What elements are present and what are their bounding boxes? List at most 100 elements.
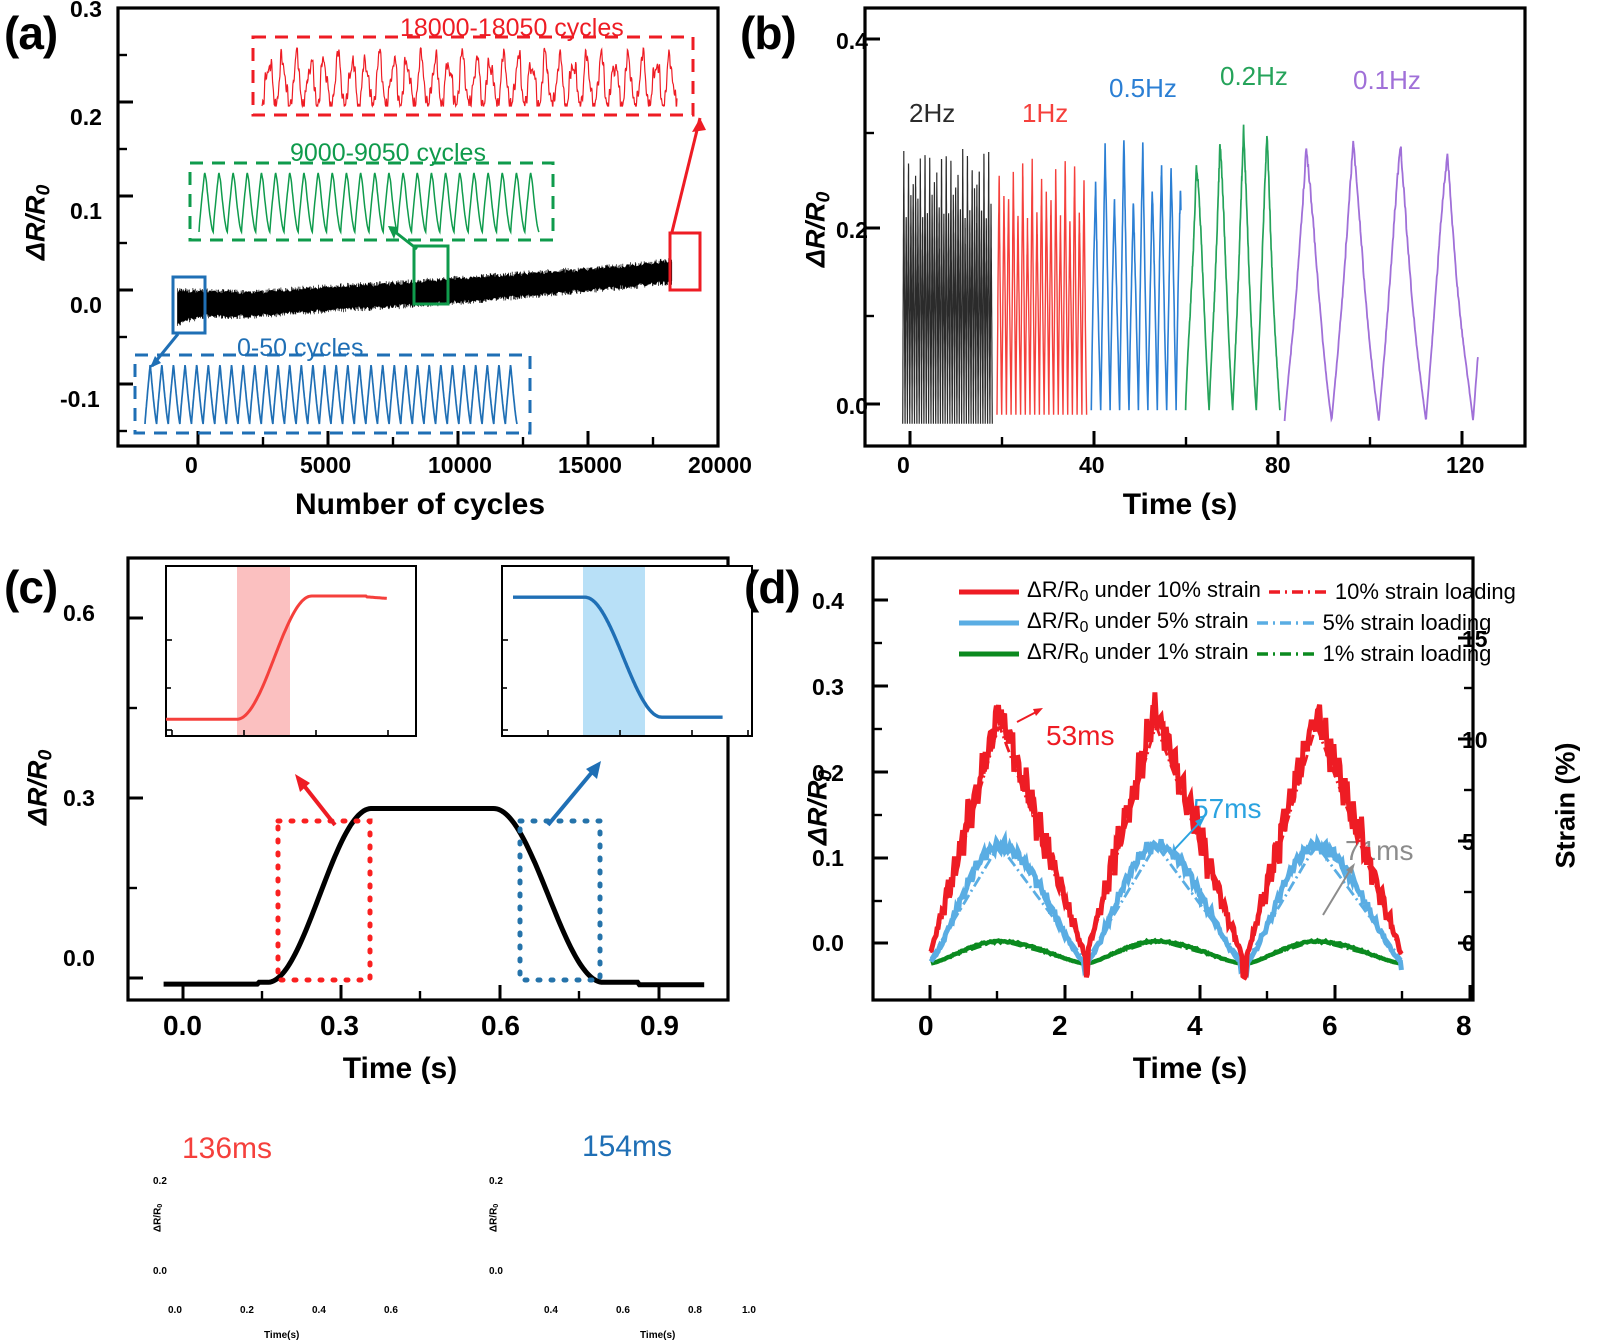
panel-b-ytick-1: 0.2: [836, 217, 868, 243]
panel-b-xtick-1: 40: [1079, 452, 1105, 478]
legend-dash-swatch-blue: [1256, 620, 1315, 625]
panel-c-inset-right-xlabel: Time(s): [640, 1330, 676, 1341]
panel-d-ytick-2: 0.2: [812, 760, 844, 786]
panel-c-ytick-0: 0.0: [63, 945, 95, 971]
legend-1-rest: under 5% strain: [1088, 608, 1249, 634]
legend-solid-swatch-red: [959, 589, 1019, 594]
panel-a-ytick-4: 0.3: [70, 0, 102, 22]
panel-b-freq-label-4: 0.1Hz: [1353, 65, 1421, 95]
panel-c-tag: (c): [4, 561, 58, 613]
panel-d-trace-1pct: [930, 937, 1403, 972]
legend-1-solid: ΔR/R: [1027, 608, 1080, 634]
panel-c-dotted-box-blue: [517, 818, 603, 983]
panel-d-legend-row-1: ΔR/R0 under 5% strain 5% strain loading: [957, 607, 1516, 638]
legend-2-solid: ΔR/R: [1027, 639, 1080, 665]
panel-a-inset-box-blue: [133, 353, 532, 435]
panel-b-ytick-2: 0.4: [836, 28, 868, 54]
panel-d-annotation-0: 53ms: [1046, 720, 1115, 751]
panel-a-xtick-1: 5000: [300, 452, 352, 478]
legend-0-sub: 0: [1079, 587, 1089, 605]
panel-d-trace-5pct: [928, 829, 1404, 979]
panel-d-xlabel: Time (s): [1132, 1052, 1248, 1085]
panel-c-inset-left-xlabel: Time(s): [264, 1330, 300, 1341]
panel-a-xtick-2: 10000: [428, 452, 492, 478]
panel-c-inset-right-ylabel-sub: 0: [491, 1203, 501, 1208]
panel-b-xlabel: Time (s): [1122, 488, 1238, 521]
panel-c-arrow-red: [295, 774, 337, 827]
panel-b-xtick-3: 120: [1446, 452, 1485, 478]
panel-a: (a) ΔR/R0 -0.1 0.0 0.1 0.2 0.3 0 5000 10…: [0, 0, 760, 540]
panel-d: (d) ΔR/R0 Strain (%) 0.0 0.1 0.2 0.3 0.4…: [740, 540, 1600, 1103]
panel-a-xtick-0: 0: [185, 452, 198, 478]
panel-c-inset-left-xtick-2: 0.4: [312, 1305, 326, 1316]
legend-1-sub: 0: [1079, 618, 1089, 636]
panel-a-inset-wave-blue: [144, 364, 518, 425]
panel-a-arrow-blue: [150, 333, 180, 368]
panel-d-ytick-3: 0.3: [812, 674, 844, 700]
panel-c-inset-right-xtick-2: 0.8: [688, 1305, 702, 1316]
panel-c-inset-right-label: 154ms: [582, 1130, 673, 1163]
panel-d-legend-solid-label-2: ΔR/R0 under 1% strain: [1027, 639, 1249, 668]
panel-c-dotted-box-red: [275, 818, 373, 983]
panel-d-loading-10pct: [929, 723, 1403, 969]
panel-d-legend-solid-label-1: ΔR/R0 under 5% strain: [1027, 608, 1249, 637]
panel-c-inset-left-ylabel: ΔR/R0: [152, 1204, 164, 1232]
panel-c-inset-left: [165, 565, 417, 737]
panel-c-inset-right: [501, 565, 753, 737]
legend-dash-swatch-red: [1268, 589, 1327, 594]
panel-a-tag: (a): [4, 7, 58, 59]
panel-a-ytick-0: -0.1: [60, 386, 100, 412]
panel-c-inset-right-ytick-0: 0.0: [489, 1266, 503, 1277]
panel-a-ytick-3: 0.2: [70, 104, 102, 130]
panel-a-inset-wave-green: [198, 172, 540, 235]
panel-b-tag: (b): [740, 7, 797, 59]
panel-c-inset-left-ylabel-sub: 0: [155, 1203, 165, 1208]
legend-0-rest: under 10% strain: [1088, 577, 1261, 603]
panel-d-legend-row-2: ΔR/R0 under 1% strain 1% strain loading: [957, 638, 1516, 669]
panel-a-xtick-3: 15000: [558, 452, 622, 478]
panel-a-arrow-green: [388, 226, 418, 251]
panel-b-freq-label-2: 0.5Hz: [1109, 73, 1177, 103]
panel-b-freq-label-3: 0.2Hz: [1220, 61, 1288, 91]
panel-d-arrow-53ms: [1016, 708, 1043, 723]
panel-c-inset-right-ylabel-text: ΔR/R: [488, 1207, 500, 1233]
legend-dash-swatch-green: [1256, 651, 1315, 656]
panel-c-xtick-0: 0.0: [163, 1010, 202, 1041]
panel-d-ytick-4: 0.4: [812, 588, 844, 614]
panel-c-plot: [126, 556, 753, 1002]
panel-d-yticks-right: [1458, 636, 1473, 945]
panel-c-xtick-3: 0.9: [640, 1010, 679, 1041]
panel-b-freq-label-0: 2Hz: [909, 98, 956, 128]
panel-a-inset-wave-red: [261, 47, 678, 109]
panel-b-trace-01hz: [1283, 140, 1479, 423]
panel-b-trace-02hz: [1184, 124, 1281, 411]
panel-c-inset-left-xtick-0: 0.0: [168, 1305, 182, 1316]
panel-b-plot: [863, 6, 1527, 448]
panel-c-ytick-2: 0.6: [63, 600, 95, 626]
panel-c-inset-left-ylabel-text: ΔR/R: [152, 1207, 164, 1233]
panel-d-yticks: [873, 598, 888, 945]
panel-d-xtick-4: 8: [1456, 1010, 1472, 1041]
panel-c-inset-right-ytick-1: 0.2: [489, 1176, 503, 1187]
panel-c-inset-left-xtick-3: 0.6: [384, 1305, 398, 1316]
panel-b-ytick-0: 0.0: [836, 393, 868, 419]
panel-d-xticks: [928, 985, 1472, 1000]
panel-d-arrow-57ms: [1173, 817, 1205, 851]
panel-a-arrow-red: [670, 117, 706, 233]
panel-d-xtick-3: 6: [1322, 1010, 1338, 1041]
panel-a-inset-box-green: [188, 161, 555, 242]
legend-2-rest: under 1% strain: [1088, 639, 1249, 665]
legend-0-solid: ΔR/R: [1027, 577, 1080, 603]
panel-b-xticks: [908, 431, 1464, 446]
panel-d-legend-dash-label-1: 5% strain loading: [1322, 609, 1492, 635]
panel-a-main-trace: [177, 258, 673, 326]
panel-c-xlabel: Time (s): [342, 1052, 458, 1085]
panel-c-inset-left-ytick-1: 0.2: [153, 1176, 167, 1187]
panel-d-ytick-0: 0.0: [812, 930, 844, 956]
panel-c-xtick-1: 0.3: [320, 1010, 359, 1041]
panel-c-inset-right-ylabel: ΔR/R0: [488, 1204, 500, 1232]
panel-c: (c) ΔR/R0 0.0 0.3 0.6 0.0 0.3 0.6 0.9 Ti…: [0, 540, 760, 1341]
panel-d-plot: [871, 556, 1475, 1002]
panel-c-pulse-trace: [163, 806, 705, 988]
